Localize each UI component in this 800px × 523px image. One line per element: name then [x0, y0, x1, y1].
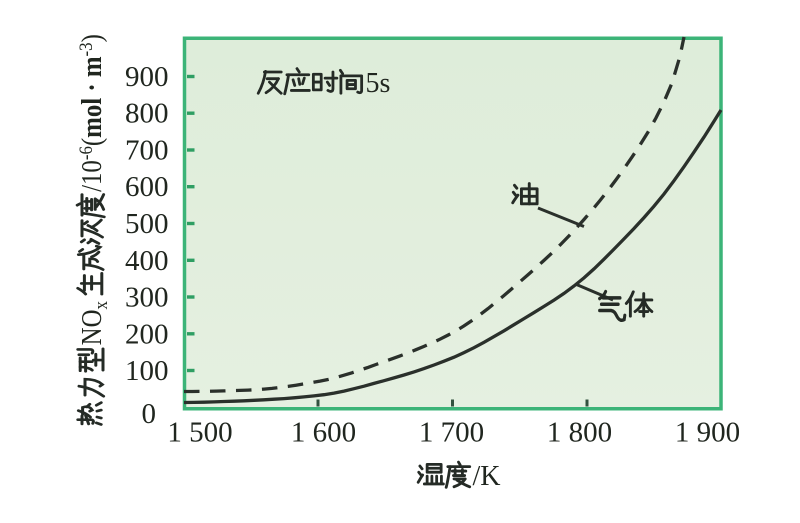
- svg-text:0: 0: [142, 398, 157, 430]
- svg-text:1 800: 1 800: [547, 417, 612, 449]
- svg-text:1 900: 1 900: [675, 417, 740, 449]
- svg-text:/K: /K: [473, 461, 501, 492]
- svg-text:200: 200: [125, 318, 169, 350]
- svg-text:5s: 5s: [366, 68, 391, 99]
- svg-text:NOx: NOx: [76, 301, 112, 345]
- svg-text:/10-6(mol · m-3): /10-6(mol · m-3): [75, 34, 107, 192]
- svg-text:700: 700: [125, 135, 169, 167]
- svg-text:600: 600: [125, 171, 169, 203]
- svg-text:500: 500: [125, 208, 169, 240]
- svg-text:800: 800: [125, 98, 169, 130]
- svg-text:900: 900: [125, 61, 169, 93]
- svg-text:1 700: 1 700: [419, 417, 484, 449]
- svg-text:100: 100: [125, 355, 169, 387]
- svg-text:400: 400: [125, 245, 169, 277]
- svg-text:300: 300: [125, 282, 169, 314]
- svg-text:1 500: 1 500: [167, 417, 232, 449]
- svg-text:1 600: 1 600: [291, 417, 356, 449]
